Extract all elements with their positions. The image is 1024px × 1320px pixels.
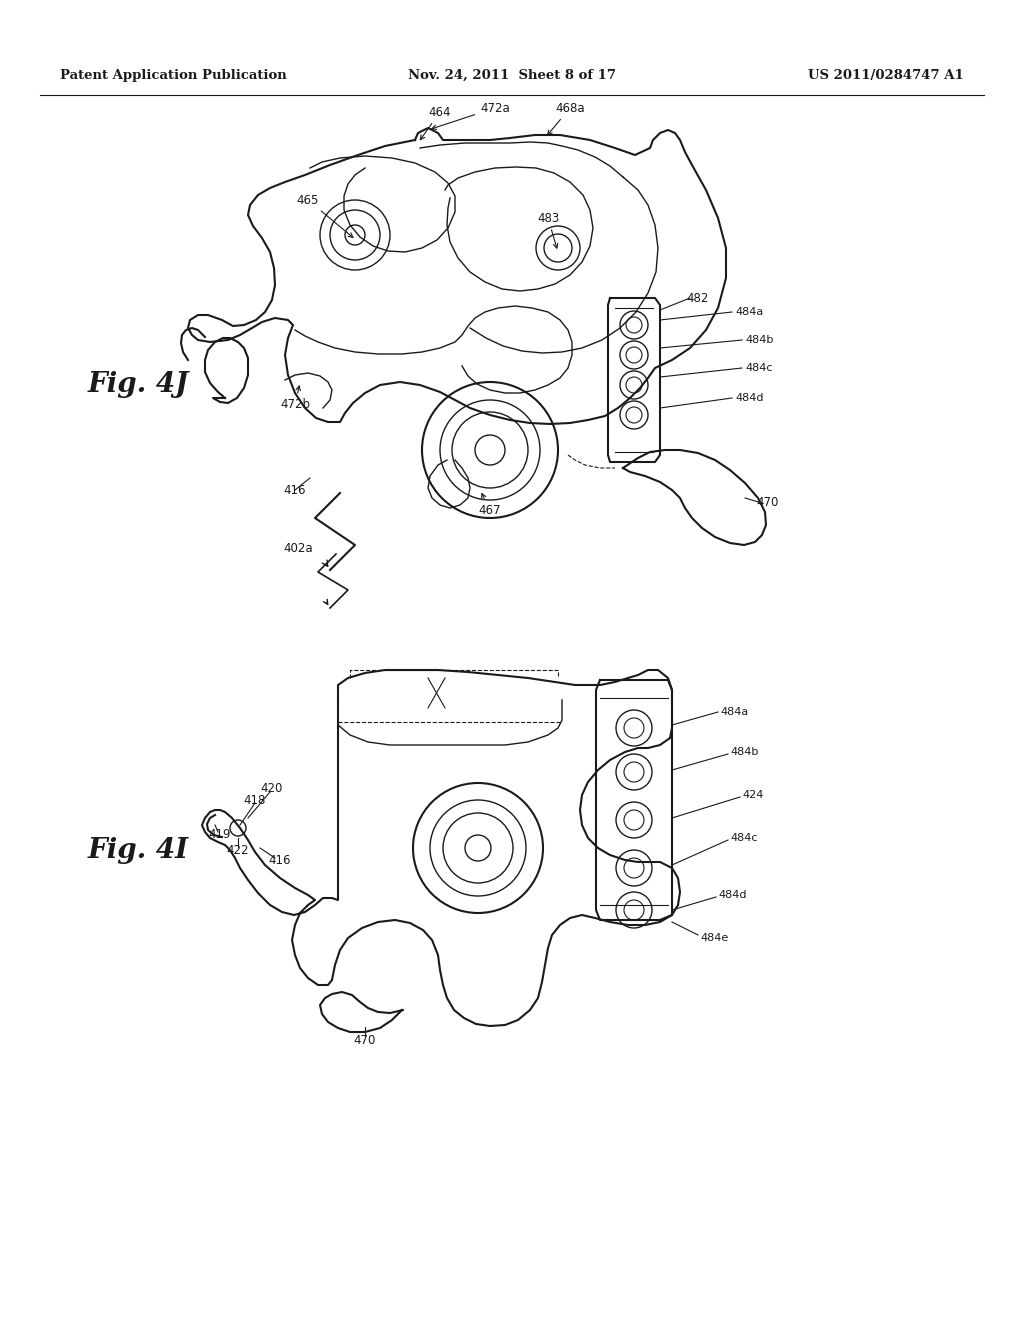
- Text: 472b: 472b: [280, 385, 310, 412]
- Text: 465: 465: [297, 194, 353, 238]
- Text: 484e: 484e: [700, 933, 728, 942]
- Text: 468a: 468a: [548, 102, 585, 135]
- Text: 467: 467: [479, 494, 502, 516]
- Text: 419: 419: [209, 829, 231, 842]
- Text: 424: 424: [742, 789, 763, 800]
- Text: 422: 422: [226, 843, 249, 857]
- Polygon shape: [205, 338, 248, 403]
- Polygon shape: [596, 680, 672, 920]
- Text: 464: 464: [420, 106, 452, 140]
- Text: US 2011/0284747 A1: US 2011/0284747 A1: [808, 69, 964, 82]
- Text: 470: 470: [354, 1034, 376, 1047]
- Text: Fig. 4I: Fig. 4I: [88, 837, 189, 863]
- Text: 483: 483: [537, 211, 559, 248]
- Polygon shape: [608, 298, 660, 462]
- Text: 482: 482: [687, 292, 710, 305]
- Text: 484a: 484a: [720, 708, 749, 717]
- Text: 402a: 402a: [284, 541, 312, 554]
- Text: Fig. 4J: Fig. 4J: [88, 371, 189, 399]
- Text: 420: 420: [261, 781, 284, 795]
- Text: 472a: 472a: [432, 102, 510, 129]
- Text: 418: 418: [244, 793, 266, 807]
- Text: 484c: 484c: [745, 363, 772, 374]
- Text: 416: 416: [284, 483, 306, 496]
- Text: 484d: 484d: [718, 890, 746, 900]
- Text: 484b: 484b: [730, 747, 759, 756]
- Text: 484c: 484c: [730, 833, 758, 843]
- Text: 416: 416: [268, 854, 291, 866]
- Polygon shape: [319, 993, 403, 1032]
- Text: 484d: 484d: [735, 393, 764, 403]
- Polygon shape: [202, 671, 680, 1026]
- Polygon shape: [188, 128, 726, 424]
- Text: 484b: 484b: [745, 335, 773, 345]
- Polygon shape: [623, 450, 766, 545]
- Text: Nov. 24, 2011  Sheet 8 of 17: Nov. 24, 2011 Sheet 8 of 17: [408, 69, 616, 82]
- Text: 484a: 484a: [735, 308, 763, 317]
- Text: Patent Application Publication: Patent Application Publication: [60, 69, 287, 82]
- Text: 470: 470: [757, 496, 779, 510]
